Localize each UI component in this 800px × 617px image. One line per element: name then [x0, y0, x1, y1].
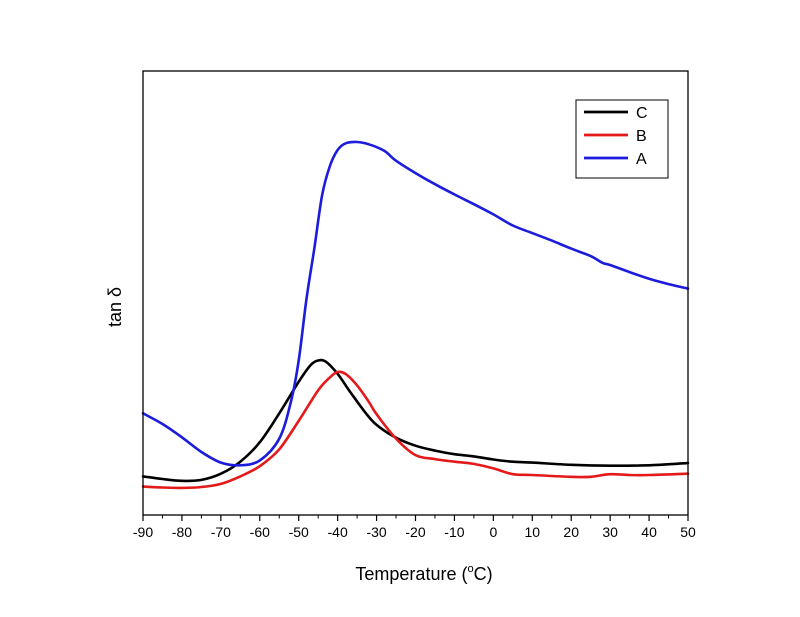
legend-label-B: B [636, 128, 647, 145]
x-tick-label: 50 [680, 524, 696, 540]
x-tick-label: -80 [172, 524, 192, 540]
legend-label-C: C [636, 105, 648, 122]
x-tick-label: 0 [489, 524, 497, 540]
x-tick-label: 20 [563, 524, 579, 540]
x-axis-title-main: Temperature ( [355, 564, 467, 584]
x-axis-title-sup: o [467, 563, 473, 575]
x-tick-label: -40 [328, 524, 348, 540]
x-tick-label: 10 [524, 524, 540, 540]
series-line-A [141, 140, 690, 467]
x-axis-title: Temperature (oC) [355, 563, 492, 584]
series-lines [141, 140, 690, 490]
x-tick-label: -60 [250, 524, 270, 540]
x-tick-label: 30 [602, 524, 618, 540]
x-tick-label: -70 [211, 524, 231, 540]
y-axis-title: tan δ [105, 287, 125, 327]
x-tick-label: 40 [641, 524, 657, 540]
series-line-C [141, 358, 690, 483]
x-tick-label: -90 [133, 524, 153, 540]
x-tick-label: -50 [289, 524, 309, 540]
x-axis-ticks: -90 -80 -70 -60 -50 -40 -30 -20 -10 0 10 20 30 40 50 [133, 515, 696, 540]
x-axis-title-unit: C) [474, 564, 493, 584]
x-tick-label: -20 [405, 524, 425, 540]
x-tick-label: -10 [444, 524, 464, 540]
series-line-B [141, 370, 690, 490]
plot-frame [142, 70, 689, 516]
x-tick-label: -30 [366, 524, 386, 540]
legend-label-A: A [636, 151, 647, 168]
legend: CBA [575, 99, 669, 179]
